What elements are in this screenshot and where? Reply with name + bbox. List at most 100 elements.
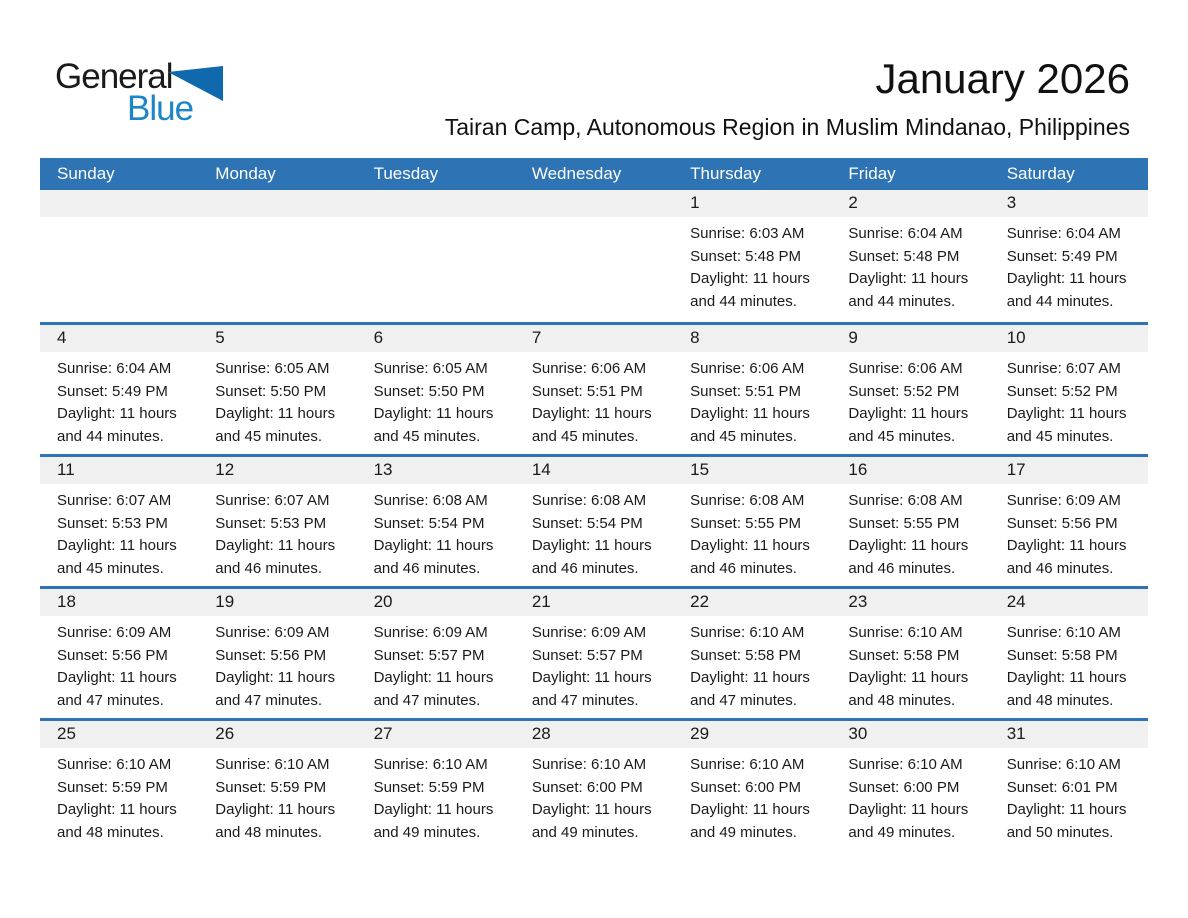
day-cell-8: 8 Sunrise: 6:06 AM Sunset: 5:51 PM Daylight… <box>673 325 832 454</box>
day-details: Sunrise: 6:07 AM Sunset: 5:53 PM Daylight:… <box>40 484 198 580</box>
daylight-text-line1: Daylight: 11 hours <box>690 270 810 287</box>
day-cell-28: 28 Sunrise: 6:10 AM Sunset: 6:00 PM Dayligh… <box>514 721 674 850</box>
sunset-text: Sunset: 5:59 PM <box>215 778 327 796</box>
sunset-text: Sunset: 6:00 PM <box>848 778 960 796</box>
day-details: Sunrise: 6:04 AM Sunset: 5:49 PM Daylight:… <box>40 352 198 448</box>
location-subtitle: Tairan Camp, Autonomous Region in Muslim… <box>444 114 1130 140</box>
daylight-text-line1: Daylight: 11 hours <box>1006 270 1127 287</box>
sunrise-text: Sunrise: 6:09 AM <box>215 624 330 641</box>
day-number: 15 <box>673 457 832 484</box>
day-number <box>514 190 674 217</box>
day-details: Sunrise: 6:10 AM Sunset: 5:59 PM Daylight:… <box>198 748 356 844</box>
week-row-3: 11 Sunrise: 6:07 AM Sunset: 5:53 PM Dayligh… <box>40 454 1148 586</box>
day-details: Sunrise: 6:03 AM Sunset: 5:48 PM Daylight:… <box>673 217 831 313</box>
day-number <box>356 190 515 217</box>
sunset-text: Sunset: 5:54 PM <box>373 514 485 532</box>
sunrise-text: Sunrise: 6:03 AM <box>690 225 805 242</box>
month-title: January 2026 <box>875 55 1130 102</box>
day-number: 9 <box>831 325 990 352</box>
day-number: 14 <box>514 457 674 484</box>
daylight-text-line1: Daylight: 11 hours <box>690 537 810 554</box>
daylight-text-line2: and 47 minutes. <box>373 691 481 709</box>
weekday-header-tuesday: Tuesday <box>373 164 439 183</box>
day-details: Sunrise: 6:08 AM Sunset: 5:54 PM Daylight:… <box>357 484 515 580</box>
daylight-text-line1: Daylight: 11 hours <box>531 669 652 686</box>
day-number: 16 <box>831 457 990 484</box>
sunrise-text: Sunrise: 6:08 AM <box>690 492 805 509</box>
sunset-text: Sunset: 5:56 PM <box>57 646 168 664</box>
day-details: Sunrise: 6:06 AM Sunset: 5:52 PM Daylight:… <box>831 352 989 448</box>
day-details: Sunrise: 6:09 AM Sunset: 5:56 PM Daylight:… <box>990 484 1148 580</box>
day-cell-29: 29 Sunrise: 6:10 AM Sunset: 6:00 PM Dayligh… <box>673 721 832 850</box>
daylight-text-line2: and 48 minutes. <box>848 691 956 709</box>
daylight-text-line2: and 46 minutes. <box>373 559 481 577</box>
sunset-text: Sunset: 5:52 PM <box>848 382 960 400</box>
day-details: Sunrise: 6:08 AM Sunset: 5:55 PM Daylight:… <box>673 484 831 580</box>
day-number: 11 <box>40 457 199 484</box>
day-number: 21 <box>514 589 674 616</box>
daylight-text-line1: Daylight: 11 hours <box>690 669 810 686</box>
sunset-text: Sunset: 5:58 PM <box>848 646 960 664</box>
sunset-text: Sunset: 6:00 PM <box>531 778 643 796</box>
day-number: 23 <box>831 589 990 616</box>
daylight-text-line2: and 46 minutes. <box>848 559 956 577</box>
daylight-text-line1: Daylight: 11 hours <box>531 801 652 818</box>
sunrise-text: Sunrise: 6:10 AM <box>848 624 963 641</box>
day-cell-12: 12 Sunrise: 6:07 AM Sunset: 5:53 PM Dayligh… <box>198 457 357 586</box>
day-number: 31 <box>989 721 1148 748</box>
daylight-text-line2: and 48 minutes. <box>215 823 323 841</box>
daylight-text-line1: Daylight: 11 hours <box>848 270 969 287</box>
sunset-text: Sunset: 5:55 PM <box>848 514 960 532</box>
sunrise-text: Sunrise: 6:08 AM <box>848 492 963 509</box>
sunset-text: Sunset: 5:51 PM <box>531 382 643 400</box>
daylight-text-line2: and 47 minutes. <box>57 691 164 709</box>
weekday-header-sunday: Sunday <box>57 164 115 183</box>
day-number: 2 <box>831 190 990 217</box>
day-details: Sunrise: 6:08 AM Sunset: 5:54 PM Daylight:… <box>515 484 673 580</box>
sunrise-text: Sunrise: 6:04 AM <box>848 225 963 242</box>
day-details: Sunrise: 6:10 AM Sunset: 5:58 PM Daylight:… <box>673 616 831 712</box>
daylight-text-line1: Daylight: 11 hours <box>848 669 969 686</box>
day-cell-22: 22 Sunrise: 6:10 AM Sunset: 5:58 PM Dayligh… <box>673 589 832 718</box>
sunrise-text: Sunrise: 6:07 AM <box>1006 360 1121 377</box>
day-details: Sunrise: 6:10 AM Sunset: 5:58 PM Daylight:… <box>990 616 1148 712</box>
day-cell-25: 25 Sunrise: 6:10 AM Sunset: 5:59 PM Dayligh… <box>40 721 199 850</box>
daylight-text-line2: and 44 minutes. <box>57 427 164 445</box>
weekday-header-saturday: Saturday <box>1006 164 1075 183</box>
sunrise-text: Sunrise: 6:07 AM <box>215 492 330 509</box>
day-details: Sunrise: 6:07 AM Sunset: 5:52 PM Daylight:… <box>990 352 1148 448</box>
daylight-text-line2: and 45 minutes. <box>57 559 164 577</box>
daylight-text-line1: Daylight: 11 hours <box>848 801 969 818</box>
daylight-text-line2: and 45 minutes. <box>690 427 797 445</box>
day-number: 12 <box>198 457 357 484</box>
sunset-text: Sunset: 5:49 PM <box>57 382 168 400</box>
sunset-text: Sunset: 6:00 PM <box>690 778 802 796</box>
daylight-text-line2: and 49 minutes. <box>373 823 481 841</box>
daylight-text-line2: and 48 minutes. <box>57 823 164 841</box>
day-details: Sunrise: 6:07 AM Sunset: 5:53 PM Daylight:… <box>198 484 356 580</box>
week-row-2: 4 Sunrise: 6:04 AM Sunset: 5:49 PM Daylight… <box>40 322 1148 454</box>
sunrise-text: Sunrise: 6:10 AM <box>848 756 963 773</box>
daylight-text-line1: Daylight: 11 hours <box>1006 801 1127 818</box>
sunset-text: Sunset: 5:54 PM <box>531 514 643 532</box>
sunrise-text: Sunrise: 6:09 AM <box>373 624 488 641</box>
day-number: 17 <box>989 457 1148 484</box>
day-cell-9: 9 Sunrise: 6:06 AM Sunset: 5:52 PM Daylight… <box>831 325 990 454</box>
sunrise-text: Sunrise: 6:07 AM <box>57 492 172 509</box>
sunrise-text: Sunrise: 6:10 AM <box>690 624 805 641</box>
daylight-text-line2: and 49 minutes. <box>848 823 956 841</box>
day-number: 3 <box>989 190 1148 217</box>
day-cell-4: 4 Sunrise: 6:04 AM Sunset: 5:49 PM Daylight… <box>40 325 199 454</box>
daylight-text-line1: Daylight: 11 hours <box>57 537 177 554</box>
sunset-text: Sunset: 5:52 PM <box>1006 382 1118 400</box>
sunset-text: Sunset: 5:57 PM <box>531 646 643 664</box>
daylight-text-line2: and 50 minutes. <box>1006 823 1114 841</box>
daylight-text-line1: Daylight: 11 hours <box>1006 537 1127 554</box>
day-cell-15: 15 Sunrise: 6:08 AM Sunset: 5:55 PM Dayligh… <box>673 457 832 586</box>
daylight-text-line2: and 48 minutes. <box>1006 691 1114 709</box>
logo-line-1: General <box>55 58 223 101</box>
sunset-text: Sunset: 5:55 PM <box>690 514 802 532</box>
daylight-text-line2: and 47 minutes. <box>215 691 323 709</box>
sunrise-text: Sunrise: 6:09 AM <box>57 624 172 641</box>
weekday-header-row: Sunday Monday Tuesday Wednesday Thursday Frid… <box>40 158 1148 190</box>
